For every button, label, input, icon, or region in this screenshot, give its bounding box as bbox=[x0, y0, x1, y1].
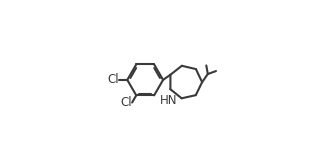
Text: Cl: Cl bbox=[107, 73, 119, 86]
Text: HN: HN bbox=[159, 94, 177, 107]
Text: Cl: Cl bbox=[120, 96, 132, 109]
